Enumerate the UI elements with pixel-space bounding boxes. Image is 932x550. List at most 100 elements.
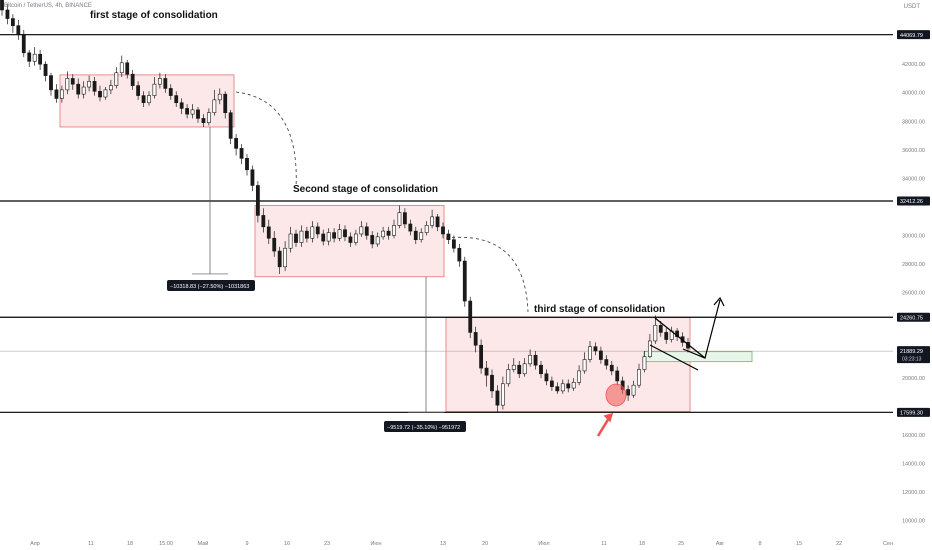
measure-label-bg-2 — [384, 421, 466, 432]
level-tag-bg — [897, 312, 930, 322]
candle — [130, 69, 135, 90]
candle-body — [528, 354, 533, 365]
candle — [21, 29, 26, 58]
candle-body — [647, 340, 652, 357]
consolidation-zones — [59, 74, 753, 412]
candle-body — [609, 364, 614, 372]
candle — [473, 326, 478, 353]
candle — [364, 222, 369, 240]
y-tick-label: 10000.00 — [902, 519, 925, 525]
y-tick-label: 40000.00 — [902, 91, 925, 97]
candle-body — [353, 233, 358, 243]
candle-body — [16, 25, 21, 35]
x-tick-label: 9 — [245, 541, 248, 547]
candle — [430, 209, 435, 229]
candlestick-series — [0, 0, 690, 413]
candle — [381, 226, 386, 240]
candle-body — [588, 346, 592, 360]
x-tick-label: 20 — [482, 541, 488, 547]
candle — [582, 352, 587, 374]
candle — [163, 74, 168, 93]
measure-label-2: −9519.72 (−35.10%) −951972 — [387, 425, 460, 431]
candle — [103, 87, 108, 100]
candle-body — [114, 72, 119, 86]
candle — [495, 385, 500, 413]
y-tick-label: 42000.00 — [902, 62, 925, 68]
candle — [577, 365, 582, 386]
candle-body — [125, 62, 130, 75]
candle-body — [27, 52, 32, 62]
candle — [315, 222, 320, 239]
dashed-arrow-1 — [235, 91, 297, 189]
candle-body — [179, 102, 184, 109]
x-tick-label: 22 — [836, 541, 842, 547]
candle-body — [21, 33, 26, 54]
candle — [549, 376, 554, 391]
candle-body — [59, 89, 64, 99]
x-tick-label: 18 — [639, 541, 645, 547]
candle — [0, 0, 4, 16]
candle-body — [98, 91, 102, 98]
annotations: first stage of consolidation Second stage… — [90, 10, 725, 437]
candle — [326, 228, 331, 246]
candle — [212, 89, 217, 116]
candle-body — [206, 112, 211, 123]
candle-body — [250, 169, 255, 186]
candle-body — [555, 386, 560, 392]
x-tick-label: 11 — [88, 541, 94, 547]
candle-body — [190, 109, 195, 115]
x-tick-label: 16 — [284, 541, 290, 547]
candle-body — [473, 332, 478, 346]
candle — [38, 49, 43, 70]
x-tick-label: 11 — [601, 541, 607, 547]
candle-body — [81, 86, 86, 95]
candle-body — [38, 53, 43, 65]
candle-body — [522, 363, 527, 375]
candle — [408, 219, 413, 236]
candle — [114, 67, 119, 89]
candle — [533, 350, 538, 370]
candle — [310, 221, 315, 243]
candle — [228, 109, 233, 145]
candle — [147, 91, 151, 106]
candle — [370, 231, 375, 249]
candle — [343, 225, 347, 242]
countdown-label: 03:23:13 — [902, 357, 922, 363]
candle-body — [217, 93, 222, 101]
candle — [217, 88, 222, 105]
candle — [108, 79, 113, 95]
candle — [152, 77, 157, 99]
green-target-zone — [643, 351, 753, 363]
candle-body — [283, 247, 288, 268]
candle — [141, 91, 146, 107]
x-axis: Апр 11 18 15:00 Май 9 16 23 Июн 13 20 Июл 11 18 25 Авг 8… — [30, 540, 893, 547]
candle-body — [326, 232, 331, 242]
x-tick-label: 15:00 — [159, 541, 173, 547]
candle-body — [70, 78, 75, 85]
candle-body — [49, 75, 53, 91]
candle — [32, 47, 37, 66]
current-price-label: 21889.29 — [900, 349, 923, 355]
candle — [223, 91, 228, 119]
candle — [43, 61, 48, 82]
candle — [626, 385, 631, 401]
candle-body — [560, 383, 565, 392]
candle-body — [430, 216, 435, 226]
candle — [206, 108, 211, 126]
candle-body — [288, 233, 293, 249]
candle — [506, 363, 511, 387]
candle — [239, 144, 244, 165]
candle-body — [468, 300, 473, 333]
candle-body — [566, 383, 571, 389]
candle — [500, 376, 505, 410]
candle — [196, 107, 200, 123]
candle — [397, 205, 402, 229]
candle-body — [92, 81, 97, 92]
candle-body — [103, 89, 108, 98]
candle — [451, 235, 456, 253]
candle-body — [392, 225, 396, 236]
candle — [92, 77, 97, 96]
candle-body — [517, 364, 522, 375]
y-tick-label: 36000.00 — [902, 148, 925, 154]
